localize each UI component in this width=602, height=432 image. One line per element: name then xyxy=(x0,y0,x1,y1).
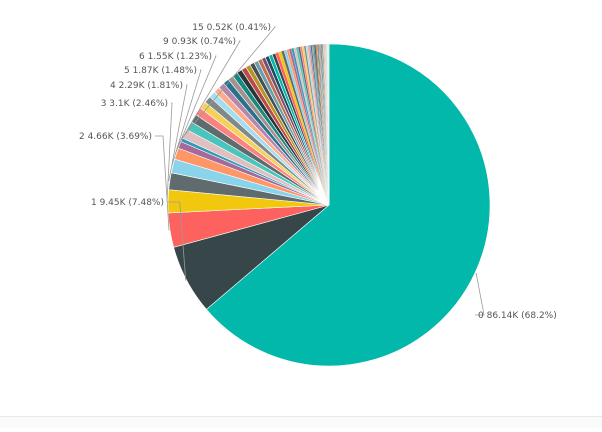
data-label-15: 15 0.52K (0.41%) xyxy=(192,23,271,33)
data-label-2: 2 4.66K (3.69%) xyxy=(79,132,152,142)
data-label-5: 5 1.87K (1.48%) xyxy=(124,66,197,76)
data-label-1: 1 9.45K (7.48%) xyxy=(91,198,164,208)
pie-slices xyxy=(168,44,490,366)
data-label-9: 9 0.93K (0.74%) xyxy=(163,37,236,47)
bottom-strip xyxy=(0,417,602,428)
data-label-4: 4 2.29K (1.81%) xyxy=(110,81,183,91)
leader-line-2 xyxy=(155,136,169,230)
data-label-6: 6 1.55K (1.23%) xyxy=(139,52,212,62)
leader-line-0 xyxy=(475,273,484,315)
data-label-3: 3 3.1K (2.46%) xyxy=(101,99,168,109)
data-label-0: 0 86.14K (68.2%) xyxy=(478,311,557,321)
